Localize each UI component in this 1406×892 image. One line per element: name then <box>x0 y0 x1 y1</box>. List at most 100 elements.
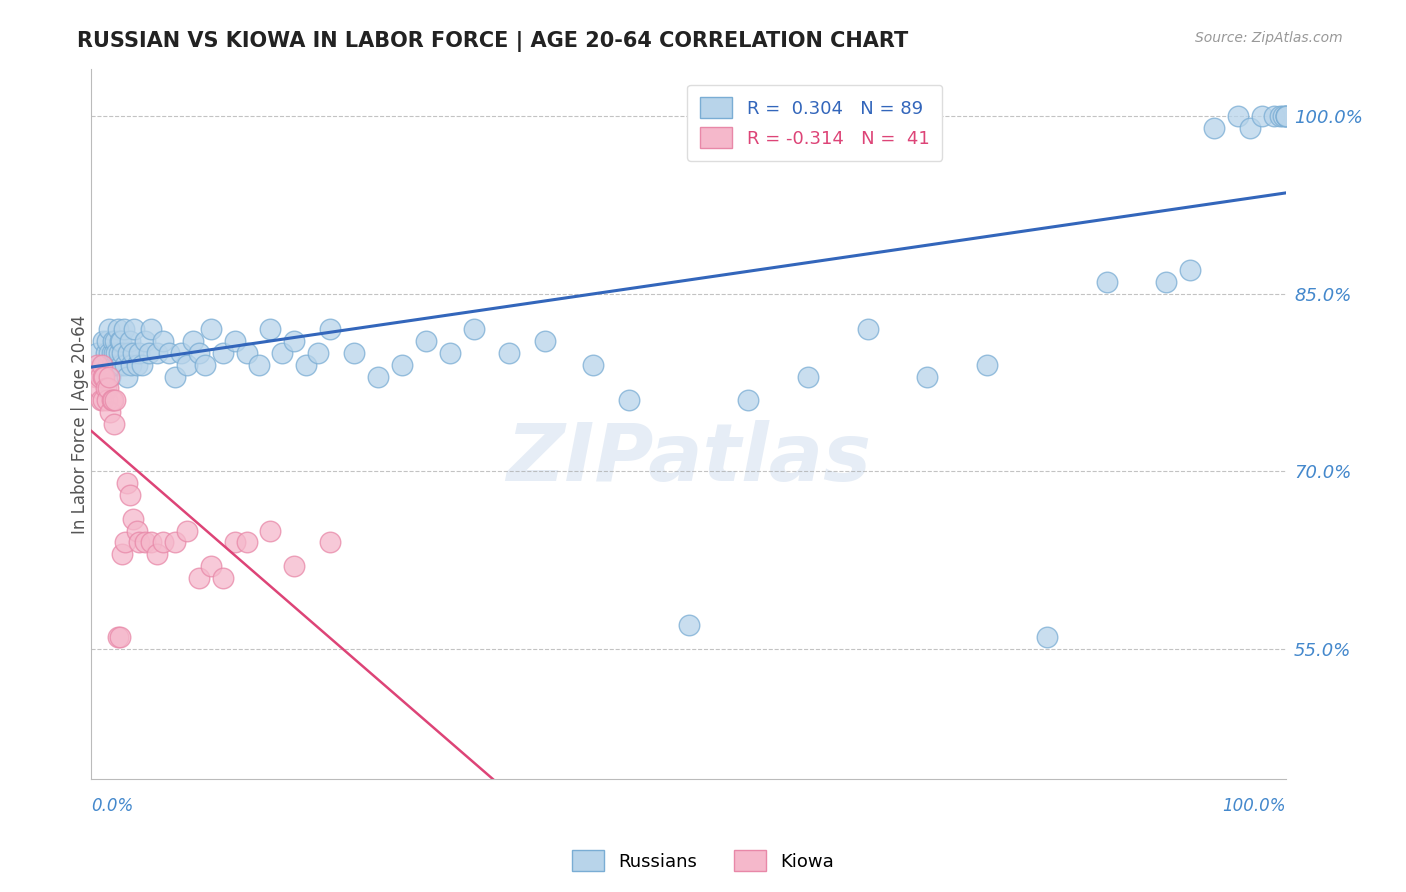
Point <box>163 535 186 549</box>
Point <box>110 358 132 372</box>
Point <box>107 322 129 336</box>
Point <box>107 630 129 644</box>
Point <box>100 369 122 384</box>
Y-axis label: In Labor Force | Age 20-64: In Labor Force | Age 20-64 <box>72 314 89 533</box>
Legend: R =  0.304   N = 89, R = -0.314   N =  41: R = 0.304 N = 89, R = -0.314 N = 41 <box>688 85 942 161</box>
Point <box>107 358 129 372</box>
Point <box>1274 109 1296 123</box>
Point <box>101 393 124 408</box>
Point <box>1268 109 1291 123</box>
Point <box>224 334 246 348</box>
Point <box>117 346 139 360</box>
Point <box>295 358 318 372</box>
Point <box>138 346 160 360</box>
Point <box>100 393 122 408</box>
Point <box>1095 275 1118 289</box>
Point <box>271 346 294 360</box>
Point <box>98 346 121 360</box>
Point <box>194 358 217 372</box>
Point <box>1274 109 1296 123</box>
Point <box>1036 630 1059 644</box>
Point <box>110 334 132 348</box>
Point <box>139 535 162 549</box>
Point <box>118 334 141 348</box>
Point <box>152 334 174 348</box>
Point <box>100 358 122 372</box>
Point <box>1226 109 1249 123</box>
Point <box>98 322 121 336</box>
Point <box>235 346 257 360</box>
Point <box>224 535 246 549</box>
Point <box>111 346 134 360</box>
Point <box>90 369 112 384</box>
Point <box>367 369 389 384</box>
Point <box>211 346 233 360</box>
Point <box>797 369 820 384</box>
Point <box>534 334 557 348</box>
Point <box>100 405 122 419</box>
Point <box>118 488 141 502</box>
Point <box>319 535 342 549</box>
Point <box>187 571 209 585</box>
Point <box>98 369 121 384</box>
Point <box>134 535 156 549</box>
Point <box>89 369 111 384</box>
Point <box>134 334 156 348</box>
Point <box>1239 120 1261 135</box>
Point <box>100 346 122 360</box>
Point <box>122 346 145 360</box>
Point <box>122 512 145 526</box>
Point <box>97 381 120 395</box>
Point <box>917 369 939 384</box>
Point <box>103 417 125 431</box>
Point <box>114 358 136 372</box>
Point <box>91 334 114 348</box>
Point <box>259 322 281 336</box>
Text: 100.0%: 100.0% <box>1222 797 1285 815</box>
Point <box>1250 109 1272 123</box>
Point <box>181 334 204 348</box>
Point <box>146 346 169 360</box>
Point <box>737 393 759 408</box>
Point <box>131 358 153 372</box>
Point <box>343 346 366 360</box>
Point <box>128 535 150 549</box>
Point <box>125 358 148 372</box>
Point <box>91 358 114 372</box>
Point <box>259 524 281 538</box>
Point <box>1263 109 1285 123</box>
Point <box>120 358 142 372</box>
Text: 0.0%: 0.0% <box>91 797 134 815</box>
Point <box>439 346 461 360</box>
Point <box>247 358 270 372</box>
Text: Source: ZipAtlas.com: Source: ZipAtlas.com <box>1195 31 1343 45</box>
Point <box>114 535 136 549</box>
Point <box>111 547 134 561</box>
Point <box>93 369 115 384</box>
Point <box>93 358 115 372</box>
Point <box>139 322 162 336</box>
Point <box>976 358 998 372</box>
Point <box>283 334 305 348</box>
Point <box>415 334 437 348</box>
Point <box>1202 120 1225 135</box>
Point <box>176 524 198 538</box>
Point <box>391 358 413 372</box>
Point <box>176 358 198 372</box>
Point <box>104 393 127 408</box>
Point <box>235 535 257 549</box>
Point <box>87 381 110 395</box>
Point <box>163 369 186 384</box>
Point <box>170 346 193 360</box>
Point <box>463 322 485 336</box>
Point <box>96 334 118 348</box>
Point <box>617 393 640 408</box>
Point <box>94 381 117 395</box>
Point <box>1154 275 1177 289</box>
Point <box>146 547 169 561</box>
Point <box>125 524 148 538</box>
Point <box>86 358 108 372</box>
Point <box>211 571 233 585</box>
Point <box>187 346 209 360</box>
Point <box>104 358 127 372</box>
